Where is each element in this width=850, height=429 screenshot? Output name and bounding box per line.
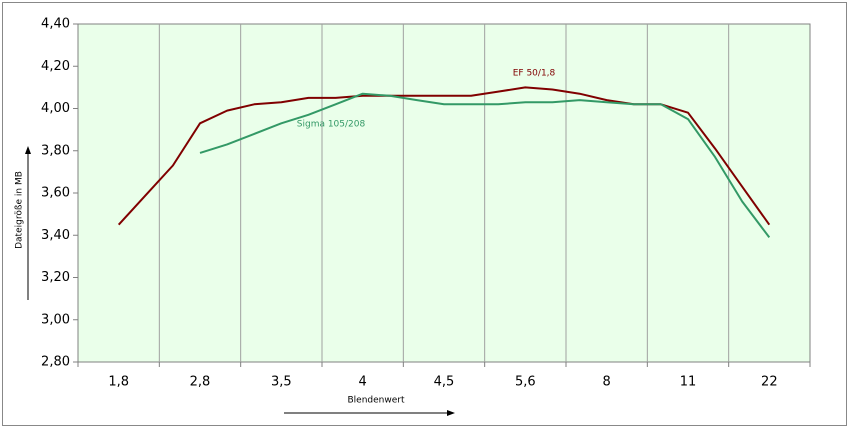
y-tick-label: 3,20 — [41, 270, 70, 285]
series-line — [199, 92, 771, 239]
x-axis-label: Blendenwert — [348, 396, 405, 406]
y-tick-label: 3,00 — [41, 312, 70, 327]
x-tick-label: 4 — [359, 375, 367, 390]
x-tick-label: 2,8 — [190, 375, 211, 390]
x-tick-label: 5,6 — [515, 375, 536, 390]
y-arrow-head — [25, 146, 31, 154]
y-tick-label: 3,80 — [41, 143, 70, 158]
y-tick-label: 4,40 — [41, 17, 70, 32]
series-label: EF 50/1,8 — [513, 69, 556, 79]
x-arrow-head — [447, 410, 455, 416]
y-tick-label: 3,60 — [41, 186, 70, 201]
x-tick-label: 1,8 — [108, 375, 129, 390]
y-axis-label: Dateigröße in MB — [15, 171, 25, 249]
x-tick-label: 8 — [603, 375, 611, 390]
plot-area — [77, 23, 811, 363]
series-label: Sigma 105/208 — [297, 120, 366, 130]
y-tick-label: 4,00 — [41, 101, 70, 116]
plot-layer: 2,80 3,00 3,20 3,40 3,60 3,80 4,00 4,20 4,40 1,8 2… — [41, 17, 811, 390]
y-tick-label: 3,40 — [41, 228, 70, 243]
y-tick-label: 4,20 — [41, 59, 70, 74]
x-tick-label: 3,5 — [271, 375, 292, 390]
x-tick-label: 11 — [680, 375, 697, 390]
y-tick-label: 2,80 — [41, 355, 70, 370]
x-tick-label: 22 — [761, 375, 778, 390]
x-tick-label: 4,5 — [434, 375, 455, 390]
